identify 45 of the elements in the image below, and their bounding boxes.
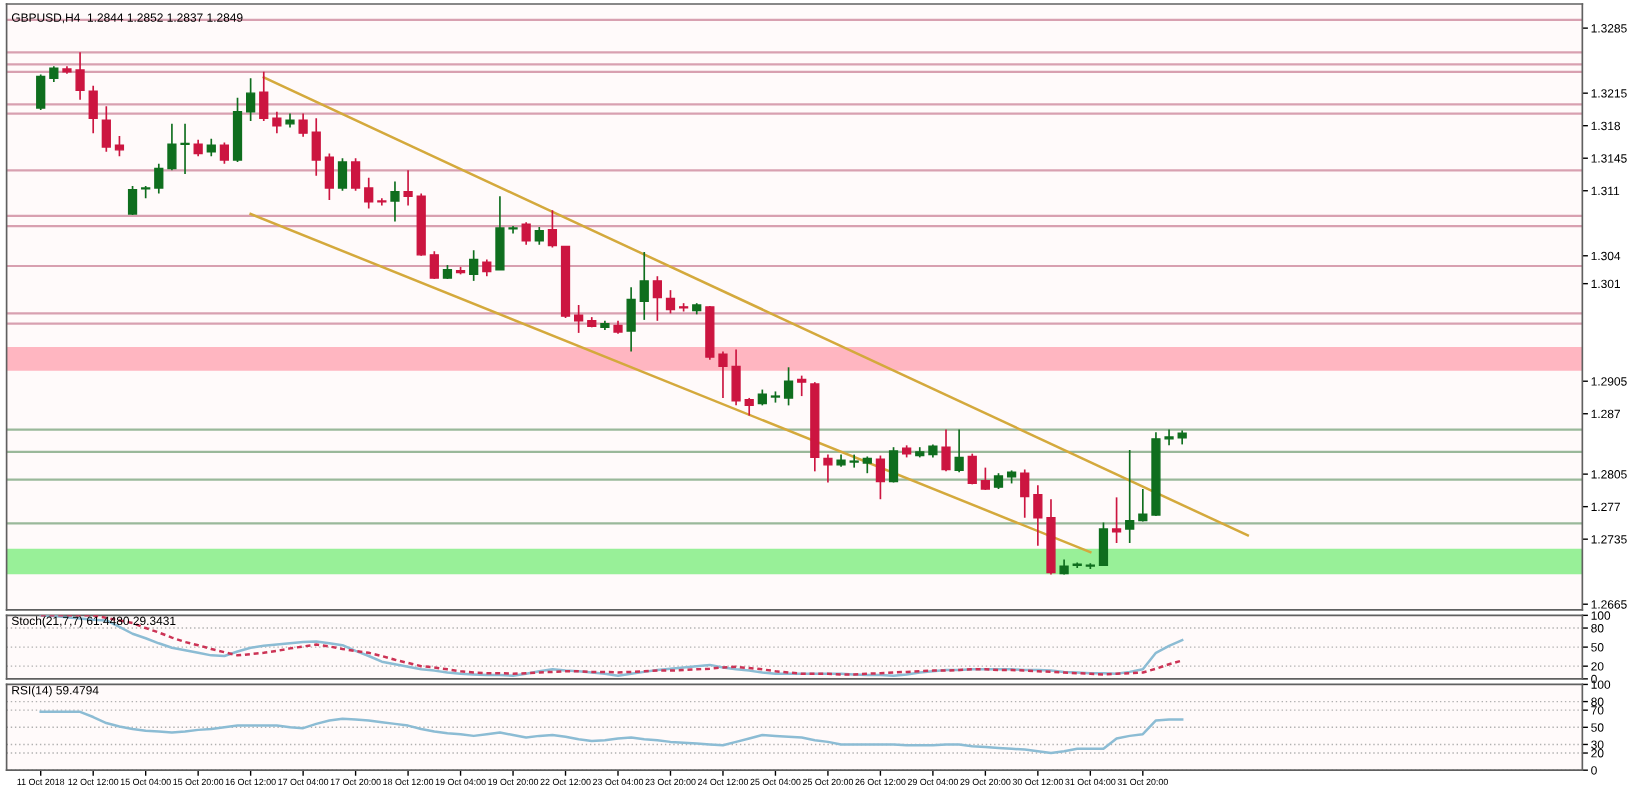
- candlestick: [469, 249, 479, 282]
- candlestick: [1033, 484, 1043, 547]
- candlestick: [154, 162, 164, 195]
- candlestick: [1020, 468, 1030, 519]
- candlestick: [403, 169, 413, 207]
- candlestick: [652, 275, 662, 322]
- candlestick: [324, 152, 334, 201]
- candlestick: [639, 251, 649, 321]
- candlestick: [88, 84, 98, 134]
- candlestick: [350, 157, 361, 192]
- candlestick: [1138, 488, 1148, 523]
- candlestick: [429, 250, 439, 280]
- candlestick: [114, 135, 125, 158]
- candlestick: [888, 446, 899, 484]
- candlestick: [783, 366, 794, 407]
- candlestick: [967, 452, 977, 486]
- candlestick: [875, 454, 886, 501]
- candlestick: [1111, 496, 1122, 544]
- candlestick: [364, 176, 374, 210]
- candlestick: [1098, 521, 1109, 567]
- candlestick: [246, 77, 256, 122]
- candlestick: [36, 73, 46, 111]
- candlestick: [1125, 449, 1135, 544]
- candlestick: [259, 70, 269, 122]
- candlestick: [547, 209, 558, 249]
- candlestick: [626, 286, 636, 353]
- line-series: [39, 710, 1184, 755]
- candlestick: [954, 428, 964, 474]
- candlestick: [849, 453, 859, 469]
- candlestick: [574, 304, 584, 334]
- candlestick: [941, 428, 951, 473]
- candlestick: [127, 185, 138, 216]
- candlestick: [141, 185, 151, 200]
- candlestick: [980, 466, 991, 491]
- candlestick: [311, 117, 321, 177]
- candlestick: [797, 374, 807, 397]
- candlestick: [521, 221, 531, 246]
- candlestick: [390, 180, 400, 223]
- candlestick: [823, 453, 833, 484]
- candlestick: [665, 289, 676, 315]
- candlestick: [272, 110, 282, 134]
- candlestick: [101, 105, 111, 153]
- candlestick: [337, 157, 348, 192]
- candlestick: [298, 112, 308, 138]
- candlestick: [219, 141, 230, 165]
